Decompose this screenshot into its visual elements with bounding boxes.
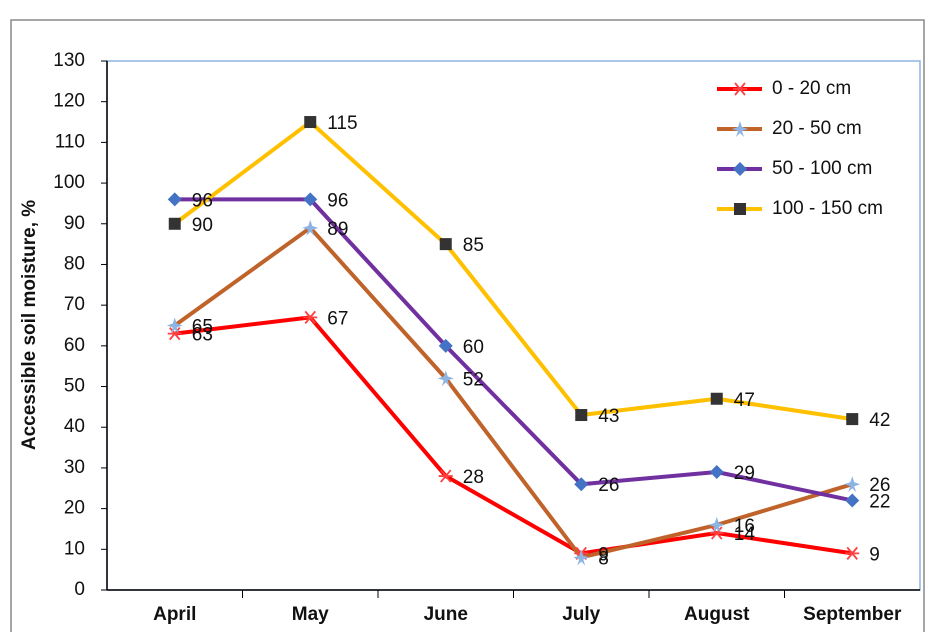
- data-label: 115: [327, 113, 357, 134]
- data-label: 42: [869, 410, 890, 431]
- data-label: 67: [327, 308, 348, 329]
- marker: [167, 192, 182, 207]
- marker: [302, 219, 319, 236]
- marker: [166, 317, 183, 334]
- x-tick-label: September: [803, 604, 902, 625]
- marker: [304, 116, 317, 129]
- y-tick-label: 10: [64, 538, 85, 559]
- marker: [574, 477, 589, 492]
- data-label: 65: [192, 317, 213, 338]
- marker: [710, 392, 723, 405]
- series-line: [174, 197, 853, 503]
- y-tick-label: 100: [53, 172, 85, 193]
- marker: [303, 192, 318, 207]
- marker: [708, 516, 725, 533]
- marker: [438, 469, 453, 483]
- data-label: 28: [463, 467, 484, 488]
- y-tick-label: 40: [64, 416, 85, 437]
- marker: [167, 327, 182, 341]
- series: [174, 197, 853, 503]
- data-label: 26: [598, 475, 619, 496]
- marker: [575, 409, 588, 422]
- legend-label: 0 - 20 cm: [772, 78, 851, 99]
- data-label: 96: [192, 190, 213, 211]
- data-label: 52: [463, 369, 484, 390]
- series-line: [174, 315, 853, 556]
- marker: [709, 464, 724, 479]
- marker: [437, 370, 454, 387]
- y-tick-label: 0: [74, 579, 85, 600]
- series: [174, 315, 853, 556]
- series-line: [173, 120, 853, 422]
- y-tick-label: 50: [64, 376, 85, 397]
- y-tick-label: 110: [55, 131, 85, 152]
- x-tick-label: June: [424, 604, 468, 625]
- marker: [303, 310, 318, 324]
- data-label: 14: [734, 524, 756, 545]
- chart-frame: [10, 19, 925, 632]
- y-tick-label: 130: [53, 50, 85, 71]
- marker: [845, 493, 860, 508]
- series-line: [173, 225, 853, 560]
- series: [173, 225, 853, 560]
- marker: [733, 162, 747, 176]
- data-label: 60: [463, 337, 484, 358]
- y-tick-label: 120: [53, 91, 85, 112]
- y-tick-label: 80: [64, 253, 85, 274]
- series: [173, 120, 853, 422]
- marker: [734, 203, 746, 215]
- marker: [438, 338, 453, 353]
- y-tick-label: 30: [64, 457, 85, 478]
- data-label: 9: [598, 544, 609, 565]
- y-axis-title: Accessible soil moisture, %: [19, 200, 40, 450]
- legend-label: 100 - 150 cm: [772, 198, 883, 219]
- legend-label: 50 - 100 cm: [772, 158, 872, 179]
- data-label: 85: [463, 235, 484, 256]
- y-tick-label: 90: [64, 213, 85, 234]
- marker: [709, 526, 724, 540]
- x-tick-label: July: [562, 604, 600, 625]
- data-label: 22: [869, 491, 890, 512]
- marker: [439, 238, 452, 251]
- data-label: 16: [734, 516, 755, 537]
- marker: [846, 413, 859, 426]
- marker: [845, 546, 860, 560]
- data-label: 29: [734, 463, 755, 484]
- y-tick-label: 70: [64, 294, 85, 315]
- data-label: 26: [869, 475, 890, 496]
- data-label: 89: [327, 219, 348, 240]
- marker: [573, 549, 590, 566]
- x-tick-label: August: [684, 604, 750, 625]
- marker: [844, 476, 861, 493]
- x-tick-label: May: [292, 604, 329, 625]
- data-label: 8: [598, 548, 609, 569]
- data-label: 90: [192, 215, 213, 236]
- marker: [168, 217, 181, 230]
- legend-label: 20 - 50 cm: [772, 118, 862, 139]
- y-tick-label: 60: [64, 335, 85, 356]
- marker: [733, 82, 747, 96]
- marker: [732, 121, 748, 137]
- data-label: 96: [327, 190, 348, 211]
- y-tick-label: 20: [64, 498, 85, 519]
- data-label: 47: [734, 390, 755, 411]
- data-label: 9: [869, 544, 880, 565]
- data-label: 43: [598, 406, 619, 427]
- data-label: 63: [192, 325, 213, 346]
- x-tick-label: April: [153, 604, 196, 625]
